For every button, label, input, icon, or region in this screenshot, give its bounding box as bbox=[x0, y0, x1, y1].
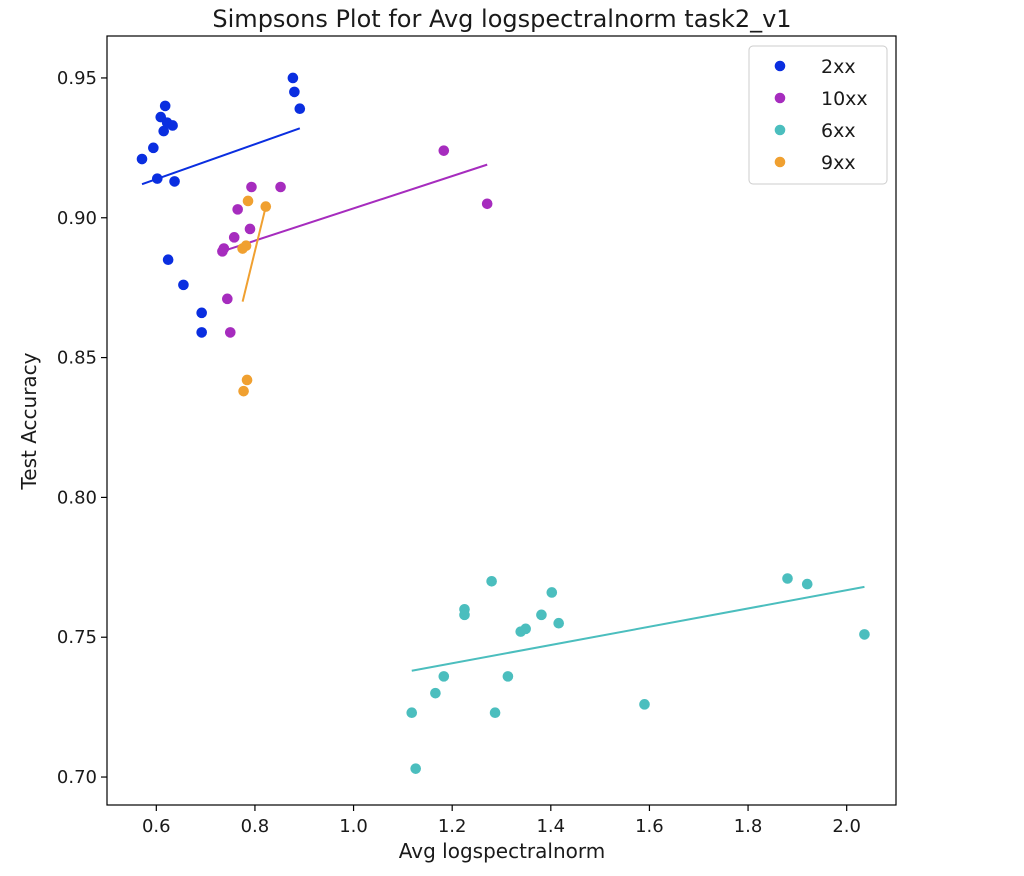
point-6xx bbox=[553, 617, 565, 629]
chart-title: Simpsons Plot for Avg logspectralnorm ta… bbox=[212, 5, 791, 33]
point-2xx bbox=[178, 279, 189, 291]
point-6xx bbox=[782, 573, 793, 584]
x-tick-label: 0.8 bbox=[241, 816, 270, 837]
point-2xx bbox=[159, 100, 171, 112]
point-2xx bbox=[158, 125, 170, 137]
point-6xx bbox=[520, 623, 531, 635]
fit-line-6xx bbox=[411, 585, 865, 672]
point-6xx bbox=[639, 699, 650, 710]
x-axis-label: Avg logspectralnorm bbox=[399, 839, 605, 863]
point-9xx bbox=[238, 385, 249, 397]
point-2xx bbox=[196, 327, 207, 338]
point-10xx bbox=[222, 293, 233, 305]
point-6xx bbox=[459, 609, 470, 621]
data-points bbox=[136, 72, 870, 774]
y-axis: 0.70 0.75 0.80 0.85 0.90 0.95 bbox=[57, 68, 107, 788]
point-6xx bbox=[859, 629, 870, 640]
y-tick-label: 0.85 bbox=[57, 348, 97, 369]
y-tick-label: 0.75 bbox=[57, 627, 97, 648]
point-10xx bbox=[246, 181, 257, 193]
x-tick-label: 1.4 bbox=[536, 816, 565, 837]
point-6xx bbox=[489, 707, 501, 719]
point-2xx bbox=[148, 142, 159, 154]
legend-box bbox=[748, 45, 888, 185]
y-tick-label: 0.70 bbox=[57, 767, 97, 788]
legend-label-6xx: 6xx bbox=[821, 120, 856, 142]
regression-lines bbox=[141, 127, 865, 672]
y-tick-label: 0.80 bbox=[57, 487, 97, 508]
point-6xx bbox=[801, 578, 813, 590]
legend: 2xx 10xx 6xx 9xx bbox=[748, 45, 888, 185]
point-2xx bbox=[151, 173, 163, 184]
fit-line-10xx bbox=[222, 163, 488, 253]
x-axis: 0.6 0.8 1.0 1.2 1.4 1.6 1.8 2.0 bbox=[142, 805, 861, 837]
legend-marker-10xx bbox=[774, 92, 786, 104]
point-9xx bbox=[260, 201, 272, 212]
point-6xx bbox=[410, 763, 421, 774]
legend-marker-2xx bbox=[774, 60, 786, 72]
point-2xx bbox=[289, 86, 300, 98]
x-tick-label: 0.6 bbox=[142, 816, 171, 837]
point-2xx bbox=[136, 153, 148, 165]
point-9xx bbox=[242, 195, 254, 207]
x-tick-label: 1.6 bbox=[635, 816, 664, 837]
point-6xx bbox=[536, 609, 547, 621]
y-tick-label: 0.95 bbox=[57, 68, 97, 89]
point-9xx bbox=[240, 240, 252, 252]
point-2xx bbox=[196, 307, 207, 319]
point-10xx bbox=[218, 243, 230, 254]
point-2xx bbox=[162, 254, 174, 266]
legend-label-2xx: 2xx bbox=[821, 56, 856, 78]
y-axis-label: Test Accuracy bbox=[17, 352, 41, 490]
plot-area-frame bbox=[106, 35, 897, 806]
point-2xx bbox=[294, 103, 306, 115]
point-9xx bbox=[241, 374, 253, 386]
fit-line-9xx bbox=[241, 206, 267, 302]
point-6xx bbox=[438, 671, 450, 682]
point-10xx bbox=[244, 223, 256, 235]
point-6xx bbox=[430, 687, 441, 699]
point-2xx bbox=[169, 176, 180, 187]
fit-line-2xx bbox=[141, 127, 301, 186]
point-10xx bbox=[275, 181, 286, 193]
x-tick-label: 1.8 bbox=[734, 816, 763, 837]
y-tick-label: 0.90 bbox=[57, 208, 97, 229]
point-10xx bbox=[481, 198, 493, 210]
point-10xx bbox=[224, 327, 236, 338]
legend-label-9xx: 9xx bbox=[821, 152, 856, 174]
point-2xx bbox=[167, 120, 178, 131]
legend-label-10xx: 10xx bbox=[821, 88, 868, 110]
legend-marker-6xx bbox=[774, 124, 786, 136]
point-6xx bbox=[486, 575, 497, 587]
point-2xx bbox=[287, 72, 299, 84]
point-10xx bbox=[232, 204, 243, 215]
point-6xx bbox=[406, 707, 418, 719]
point-6xx bbox=[502, 671, 514, 682]
x-tick-label: 1.0 bbox=[339, 816, 368, 837]
legend-marker-9xx bbox=[774, 156, 786, 168]
x-tick-label: 2.0 bbox=[832, 816, 861, 837]
point-10xx bbox=[438, 145, 450, 156]
point-10xx bbox=[228, 232, 240, 243]
point-6xx bbox=[546, 587, 558, 598]
x-tick-label: 1.2 bbox=[438, 816, 467, 837]
